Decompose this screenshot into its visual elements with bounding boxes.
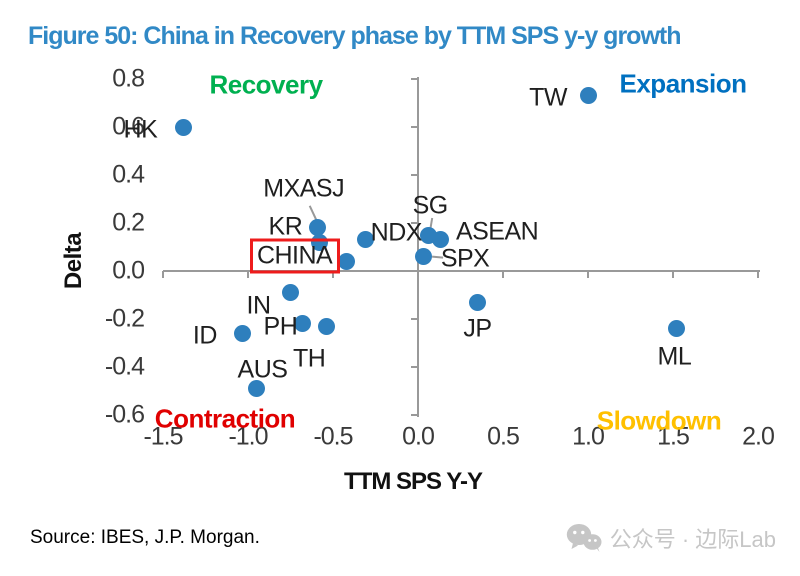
x-tick-label: -1.5 (143, 422, 183, 451)
point-label-hk: HK (123, 115, 158, 144)
y-tick-label: -0.6 (104, 400, 145, 429)
watermark: 公众号 · 边际Lab (566, 522, 776, 554)
point-label-china: CHINA (256, 241, 333, 270)
point-label-ml: ML (657, 342, 692, 371)
scatter-chart: -1.5 -1.0 -0.5 0.0 0.5 1.0 1.5 2.0 0.8 0.6 0.4 0.2 0… (60, 64, 775, 496)
data-point-china (338, 252, 356, 270)
point-label-aus: AUS (237, 355, 288, 384)
data-point-spx (414, 248, 432, 266)
figure-title: Figure 50: China in Recovery phase by TT… (28, 22, 681, 50)
point-label-kr: KR (268, 212, 303, 241)
y-axis-title: Delta (60, 232, 87, 290)
wechat-icon (566, 524, 602, 552)
x-tick-label: 0.0 (402, 422, 435, 451)
point-label-spx: SPX (440, 244, 490, 273)
data-point-ndx (356, 231, 374, 249)
point-label-in: IN (246, 291, 272, 320)
y-tick-label: -0.2 (104, 304, 145, 333)
y-tick-label: 0.6 (112, 112, 145, 141)
y-tick-label: 0.4 (112, 160, 145, 189)
quadrant-label-expansion: Expansion (619, 68, 747, 99)
point-label-id: ID (192, 321, 218, 350)
data-point-ph (293, 315, 311, 333)
data-point-th (317, 317, 335, 335)
point-label-ph: PH (263, 312, 298, 341)
data-point-ml (667, 320, 685, 338)
data-point-mxasj (309, 219, 327, 237)
y-tick-label: 0.8 (112, 64, 145, 93)
point-label-tw: TW (529, 83, 567, 112)
data-point-kr (310, 233, 328, 251)
y-tick-label: -0.4 (104, 352, 145, 381)
leader-line-spx (432, 255, 444, 259)
china-highlight-box (249, 238, 340, 274)
point-label-asean: ASEAN (455, 217, 539, 246)
x-tick-label: 0.5 (487, 422, 520, 451)
data-point-in (282, 284, 299, 302)
quadrant-label-contraction: Contraction (154, 403, 296, 434)
y-tick-label: 0.0 (112, 256, 145, 285)
quadrant-label-recovery: Recovery (209, 69, 323, 100)
point-label-th: TH (293, 344, 326, 373)
data-point-jp (469, 293, 486, 311)
x-tick-label: -0.5 (313, 422, 353, 451)
y-tick-label: 0.2 (112, 208, 145, 237)
x-tick-label: -1.0 (228, 422, 268, 451)
data-point-aus (248, 380, 265, 398)
quadrant-label-slowdown: Slowdown (596, 405, 722, 436)
data-point-tw (579, 87, 597, 105)
data-point-hk (174, 118, 192, 136)
x-tick-label: 1.5 (657, 422, 690, 451)
source-text: Source: IBES, J.P. Morgan. (30, 527, 260, 548)
data-point-id (234, 324, 252, 342)
data-point-asean (431, 231, 449, 249)
x-tick-label: 2.0 (742, 422, 775, 451)
point-label-sg: SG (412, 191, 449, 220)
x-tick-label: 1.0 (572, 422, 605, 451)
x-axis-title: TTM SPS Y-Y (344, 468, 483, 495)
point-label-mxasj: MXASJ (263, 174, 345, 203)
leader-line-mxasj (308, 205, 318, 222)
point-label-ndx: NDX (370, 218, 423, 247)
watermark-text: 公众号 · 边际Lab (609, 527, 776, 552)
point-label-jp: JP (463, 314, 492, 343)
